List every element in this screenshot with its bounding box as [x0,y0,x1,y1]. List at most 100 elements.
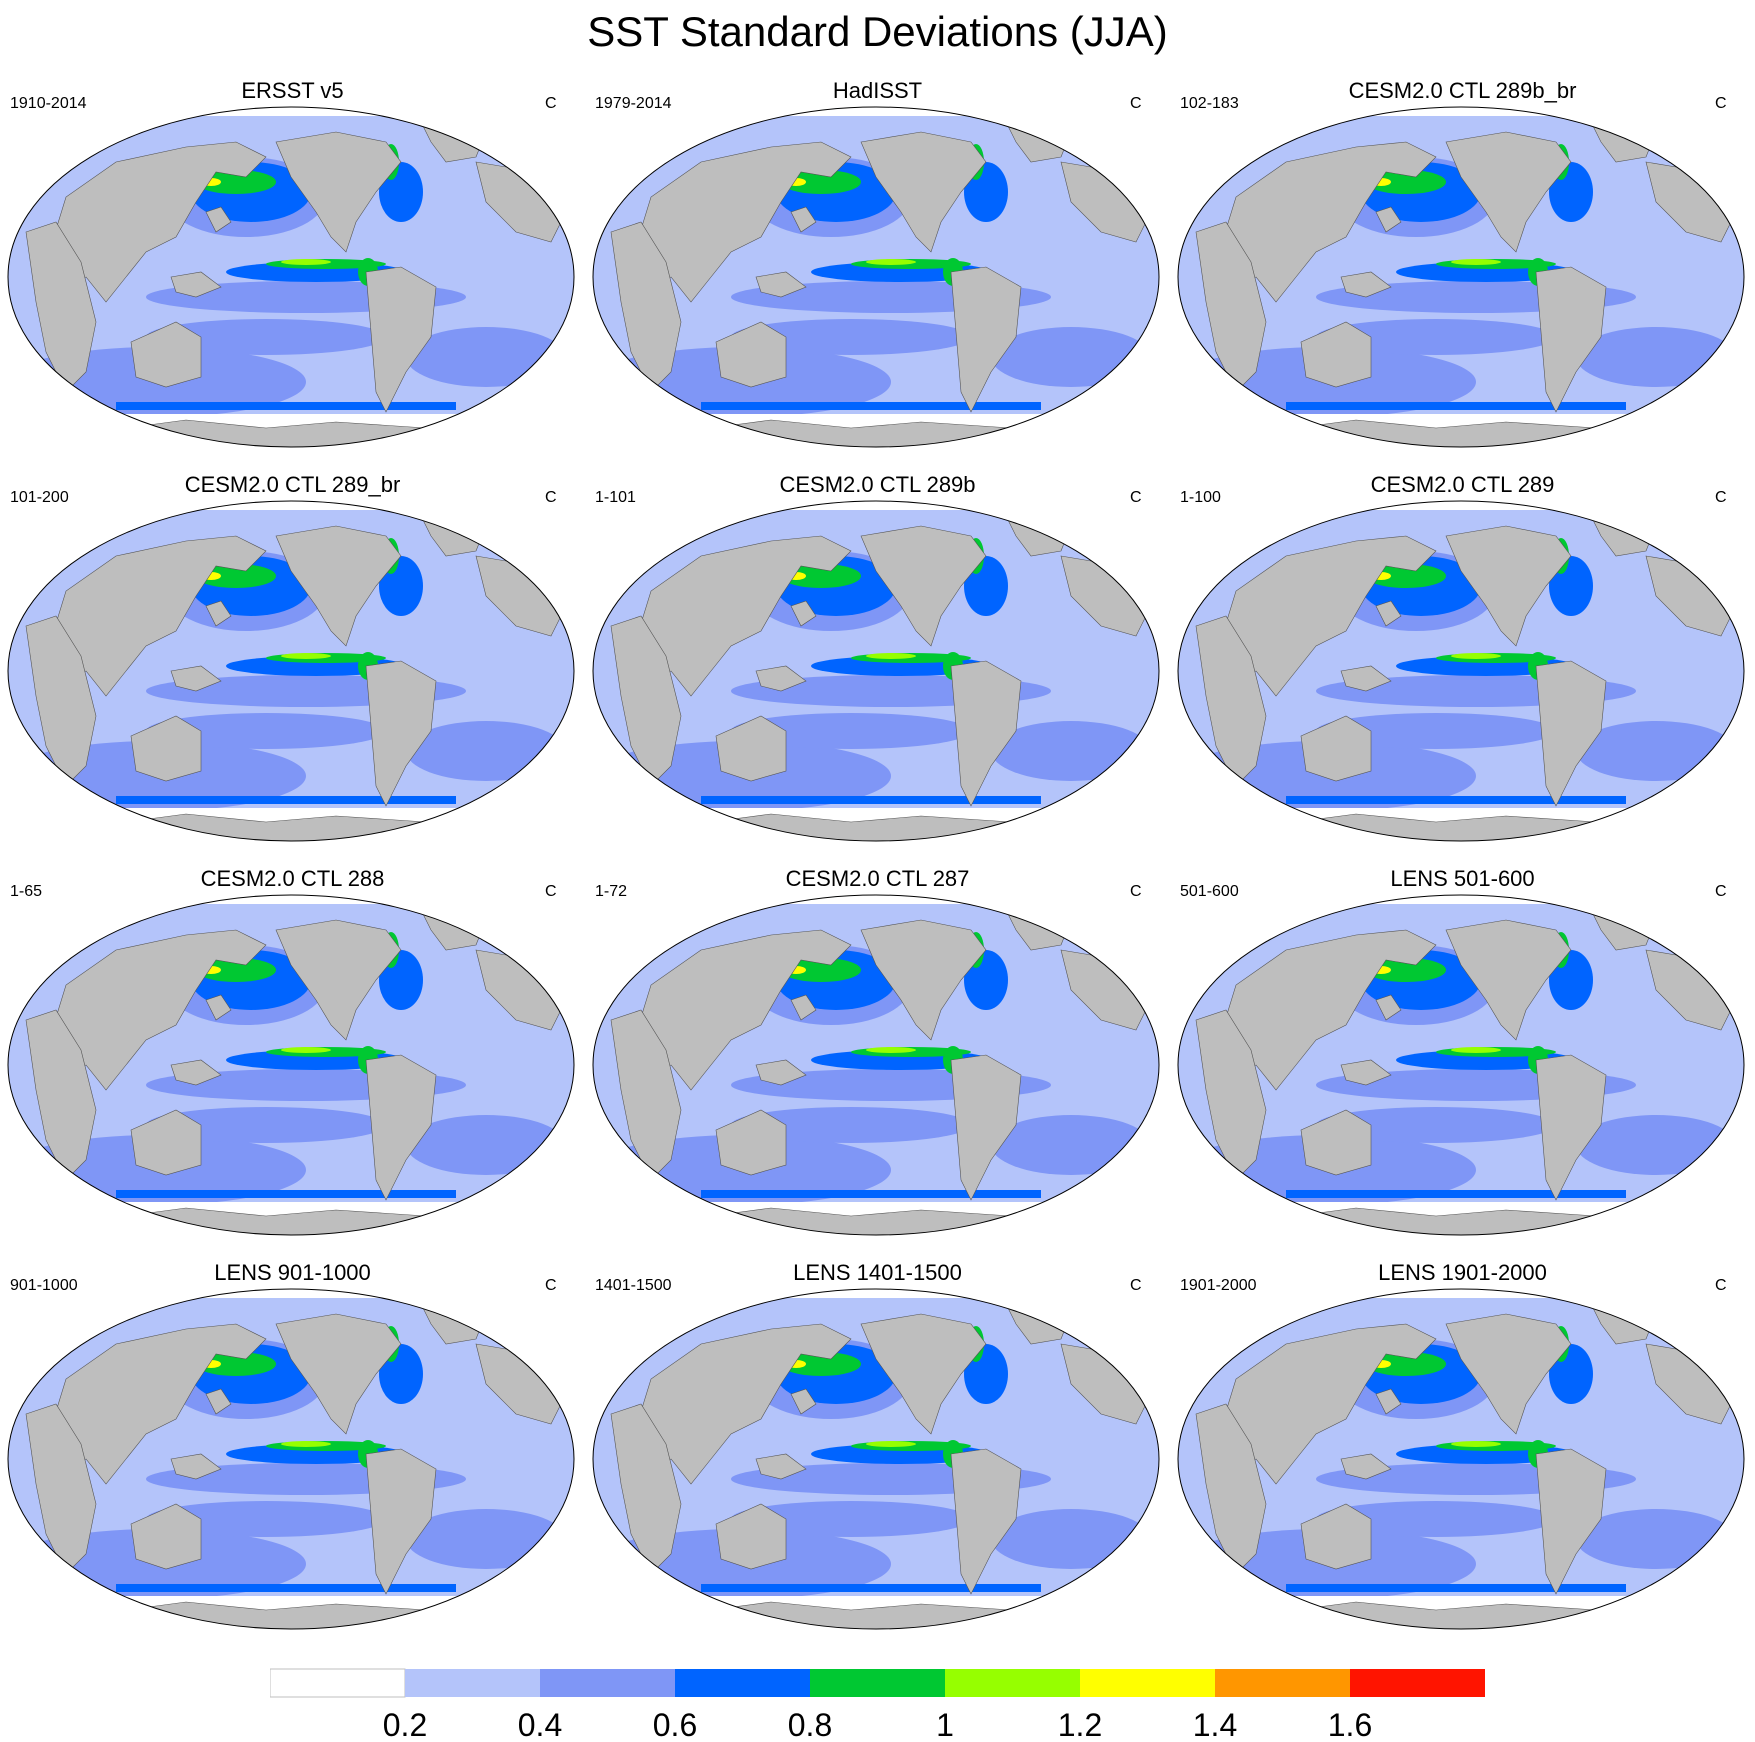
map-boundary [7,500,575,842]
south-pacific-band [1316,713,1556,749]
maritime-continent-landmass [170,665,222,692]
panel-units-label: C [545,883,557,900]
map-panel: CESM2.0 CTL 289b 1-101 C [585,472,1170,867]
panel-units-label: C [1130,489,1142,506]
africa-landmass [1195,1403,1267,1575]
africa-landmass [610,1403,682,1575]
map-boundary [1177,894,1745,1236]
australia-landmass [1300,321,1372,388]
map-boundary [7,106,575,448]
maritime-continent-landmass [755,1453,807,1480]
colorbar-swatch [1080,1669,1215,1697]
panel-title: CESM2.0 CTL 289_br [184,472,401,497]
africa-landmass [25,1403,97,1575]
maritime-continent-landmass [1340,1059,1392,1086]
south-america-landmass [950,660,1022,807]
panel-title: LENS 1401-1500 [793,1260,962,1285]
southern-ocean-band [116,1584,456,1592]
north-america-landmass [860,1313,987,1435]
southern-ocean-band [1286,402,1626,410]
japan-landmass [205,600,232,627]
eurasia-landmass [1215,1323,1437,1485]
australia-landmass [715,1109,787,1176]
cold-tongue-peak [1451,653,1501,659]
southern-ocean-band [116,402,456,410]
colorbar-swatch [540,1669,675,1697]
map-panel: CESM2.0 CTL 289_br 101-200 C [0,472,585,867]
kuroshio-extension [196,170,276,194]
colorbar-swatch [945,1669,1080,1697]
panel-year-range: 1-101 [595,489,636,506]
map-panel: LENS 1901-2000 1901-2000 C [1170,1260,1755,1655]
panel-year-range: 1-100 [1180,489,1221,506]
panel-units-label: C [1130,1277,1142,1294]
kuroshio-extension [1366,958,1446,982]
cold-tongue-peak [281,653,331,659]
maritime-continent-landmass [755,665,807,692]
maritime-continent-landmass [170,1059,222,1086]
world-map [7,894,575,1236]
south-america-landmass [365,1054,437,1201]
panel-units-label: C [545,95,557,112]
colorbar-tick-label: 0.4 [518,1707,562,1742]
australia-landmass [130,1109,202,1176]
map-boundary [1177,1288,1745,1630]
panel-title: ERSST v5 [241,78,344,103]
cold-tongue-peak [1451,1047,1501,1053]
panel-units-label: C [1715,95,1727,112]
southern-ocean-band [701,402,1041,410]
africa-landmass [25,615,97,787]
arctic-sea-ice [1178,501,1744,510]
southern-ocean-band [701,1190,1041,1198]
japan-landmass [205,206,232,233]
panel-title: CESM2.0 CTL 289b [779,472,976,497]
japan-landmass [205,1388,232,1415]
arctic-sea-ice [1178,1289,1744,1298]
africa-landmass [610,615,682,787]
australia-landmass [715,715,787,782]
south-pacific-band [146,1107,386,1143]
arctic-sea-ice [1178,895,1744,904]
north-america-landmass [860,131,987,253]
eurasia-landmass [1215,929,1437,1091]
australia-landmass [1300,1109,1372,1176]
map-boundary [1177,106,1745,448]
world-map [592,894,1160,1236]
kuroshio-extension [781,1352,861,1376]
map-panel: LENS 901-1000 901-1000 C [0,1260,585,1655]
eurasia-landmass [45,1323,267,1485]
world-map [592,500,1160,842]
cold-tongue-peak [1451,259,1501,265]
kuroshio-extension [1366,170,1446,194]
map-panel: HadISST 1979-2014 C [585,78,1170,473]
australia-landmass [715,321,787,388]
south-pacific-band [731,713,971,749]
cold-tongue-peak [281,259,331,265]
panel-units-label: C [1715,1277,1727,1294]
eurasia-landmass [45,535,267,697]
arctic-sea-ice [593,895,1159,904]
map-boundary [592,1288,1160,1630]
panel-units-label: C [1130,95,1142,112]
map-panel: CESM2.0 CTL 289 1-100 C [1170,472,1755,867]
cold-tongue-peak [1451,1441,1501,1447]
world-map [1177,106,1745,448]
south-america-landmass [365,266,437,413]
africa-landmass [1195,221,1267,393]
map-panel: CESM2.0 CTL 288 1-65 C [0,866,585,1261]
japan-landmass [790,1388,817,1415]
colorbar-tick-label: 1 [936,1707,954,1742]
panel-units-label: C [545,1277,557,1294]
panel-year-range: 501-600 [1180,883,1239,900]
colorbar-swatch [810,1669,945,1697]
africa-landmass [610,221,682,393]
southern-ocean-band [1286,1584,1626,1592]
south-america-landmass [1535,1054,1607,1201]
panel-year-range: 1-72 [595,883,628,900]
world-map [1177,500,1745,842]
north-america-landmass [275,919,402,1041]
world-map [7,1288,575,1630]
africa-landmass [610,1009,682,1181]
south-pacific-band [731,1107,971,1143]
eurasia-landmass [630,1323,852,1485]
